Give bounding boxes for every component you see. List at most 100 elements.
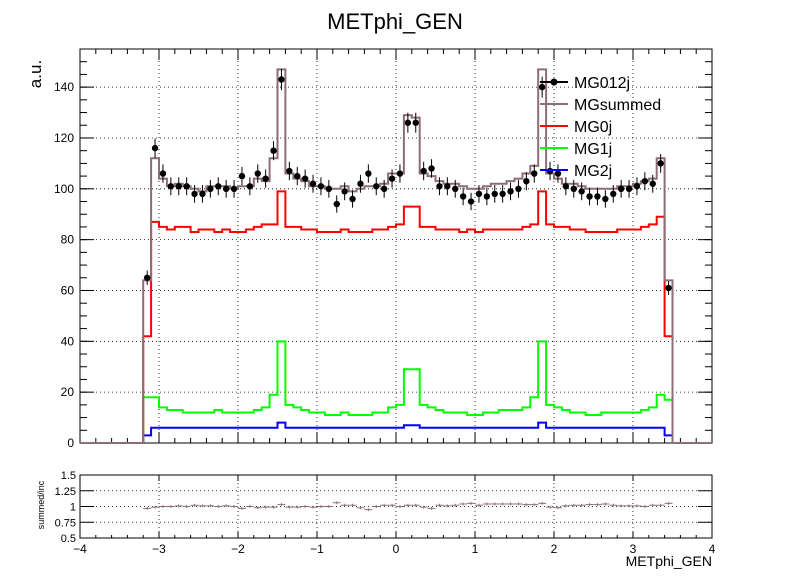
- data-point: [143, 274, 151, 281]
- legend-label: MG0j: [574, 119, 612, 136]
- data-point: [191, 190, 198, 198]
- data-point: [586, 193, 593, 200]
- data-point: [317, 183, 325, 190]
- data-point: [262, 175, 269, 182]
- data-point: [452, 185, 459, 193]
- series-line-MG2j: [80, 421, 712, 444]
- ratio-layer: [143, 501, 673, 512]
- data-point: [570, 185, 577, 193]
- data-point: [380, 185, 388, 193]
- y-tick-label: 40: [61, 334, 75, 348]
- data-point: [578, 188, 585, 195]
- data-point: [246, 183, 254, 190]
- series-line-MG1j: [80, 340, 712, 444]
- data-point: [649, 180, 656, 187]
- data-point: [365, 170, 372, 177]
- data-point: [286, 167, 293, 175]
- data-point: [428, 165, 435, 172]
- ratio-y-tick-label: 0.75: [55, 517, 76, 529]
- x-tick-label: 4: [709, 542, 716, 556]
- y-tick-label: 120: [54, 131, 74, 145]
- y-tick-label: 100: [54, 182, 74, 196]
- data-point: [523, 177, 530, 185]
- data-point: [412, 119, 419, 126]
- data-point: [333, 200, 340, 208]
- data-point: [396, 170, 404, 177]
- data-point: [325, 185, 333, 193]
- data-point: [420, 167, 427, 175]
- axis-ticks: −4 −3 −2 −1 0 1 2 3 40204060801001201400.50.7511…: [54, 49, 716, 556]
- data-point: [388, 175, 396, 182]
- data-point: [515, 185, 522, 193]
- data-point: [641, 177, 649, 185]
- ratio-y-tick-label: 1: [70, 502, 76, 514]
- data-point: [467, 198, 475, 205]
- data-point: [294, 172, 301, 180]
- data-point: [475, 190, 483, 198]
- data-point: [215, 183, 222, 190]
- legend: MG012j MGsummed MG0j MG1j MG2j: [540, 75, 661, 180]
- data-point: [499, 190, 506, 198]
- chart-title: METphi_GEN: [327, 9, 463, 34]
- data-point: [665, 284, 672, 292]
- legend-label: MG012j: [574, 75, 630, 92]
- data-point: [617, 185, 625, 193]
- data-point: [159, 170, 167, 177]
- legend-entry-MGsummed: MGsummed: [540, 97, 661, 114]
- data-point: [341, 188, 348, 195]
- data-point: [459, 193, 467, 200]
- data-point: [199, 190, 206, 198]
- series-MG2j: [80, 421, 712, 444]
- data-point: [554, 170, 562, 177]
- data-point: [657, 160, 664, 167]
- y-tick-label: 20: [61, 385, 75, 399]
- legend-entry-MG2j: MG2j: [540, 163, 612, 180]
- data-point: [357, 180, 364, 187]
- y-tick-label: 140: [54, 80, 74, 94]
- legend-entry-MG012j: MG012j: [540, 75, 630, 92]
- legend-entry-MG1j: MG1j: [540, 141, 612, 158]
- data-point: [238, 172, 246, 180]
- data-point: [507, 188, 514, 195]
- data-point: [183, 183, 190, 190]
- data-point: [602, 195, 609, 203]
- y-tick-label: 80: [61, 233, 75, 247]
- data-point: [207, 185, 214, 193]
- data-point: [594, 193, 601, 200]
- data-point: [278, 76, 285, 83]
- legend-label: MG1j: [574, 141, 612, 158]
- legend-entry-MG0j: MG0j: [540, 119, 612, 136]
- data-point: [151, 144, 159, 152]
- ratio-y-tick-label: 1.5: [61, 470, 76, 482]
- x-tick-label: 3: [630, 542, 637, 556]
- series-MG012j: [143, 68, 672, 295]
- legend-label: MG2j: [574, 163, 612, 180]
- legend-marker: [550, 78, 558, 86]
- data-point: [349, 195, 356, 203]
- data-point: [309, 180, 317, 187]
- data-point: [175, 183, 182, 190]
- series-MG1j: [80, 340, 712, 444]
- ratio-y-tick-label: 1.25: [55, 486, 76, 498]
- data-point: [270, 147, 277, 154]
- y-tick-label: 0: [67, 436, 74, 450]
- data-point: [562, 183, 570, 190]
- data-point: [633, 183, 641, 190]
- series-MG0j: [80, 190, 712, 444]
- x-tick-label: −1: [310, 542, 324, 556]
- data-point: [222, 185, 230, 193]
- data-point: [254, 170, 261, 177]
- x-tick-label: −2: [231, 542, 245, 556]
- data-point: [301, 175, 309, 182]
- data-point: [610, 190, 617, 198]
- x-tick-label: 1: [472, 542, 479, 556]
- x-tick-label: −4: [73, 542, 87, 556]
- data-point: [483, 193, 491, 200]
- data-point: [538, 83, 546, 91]
- series-layer: [80, 68, 712, 444]
- data-point: [625, 185, 633, 193]
- data-point: [444, 183, 451, 190]
- y-axis-label: a.u.: [26, 60, 45, 88]
